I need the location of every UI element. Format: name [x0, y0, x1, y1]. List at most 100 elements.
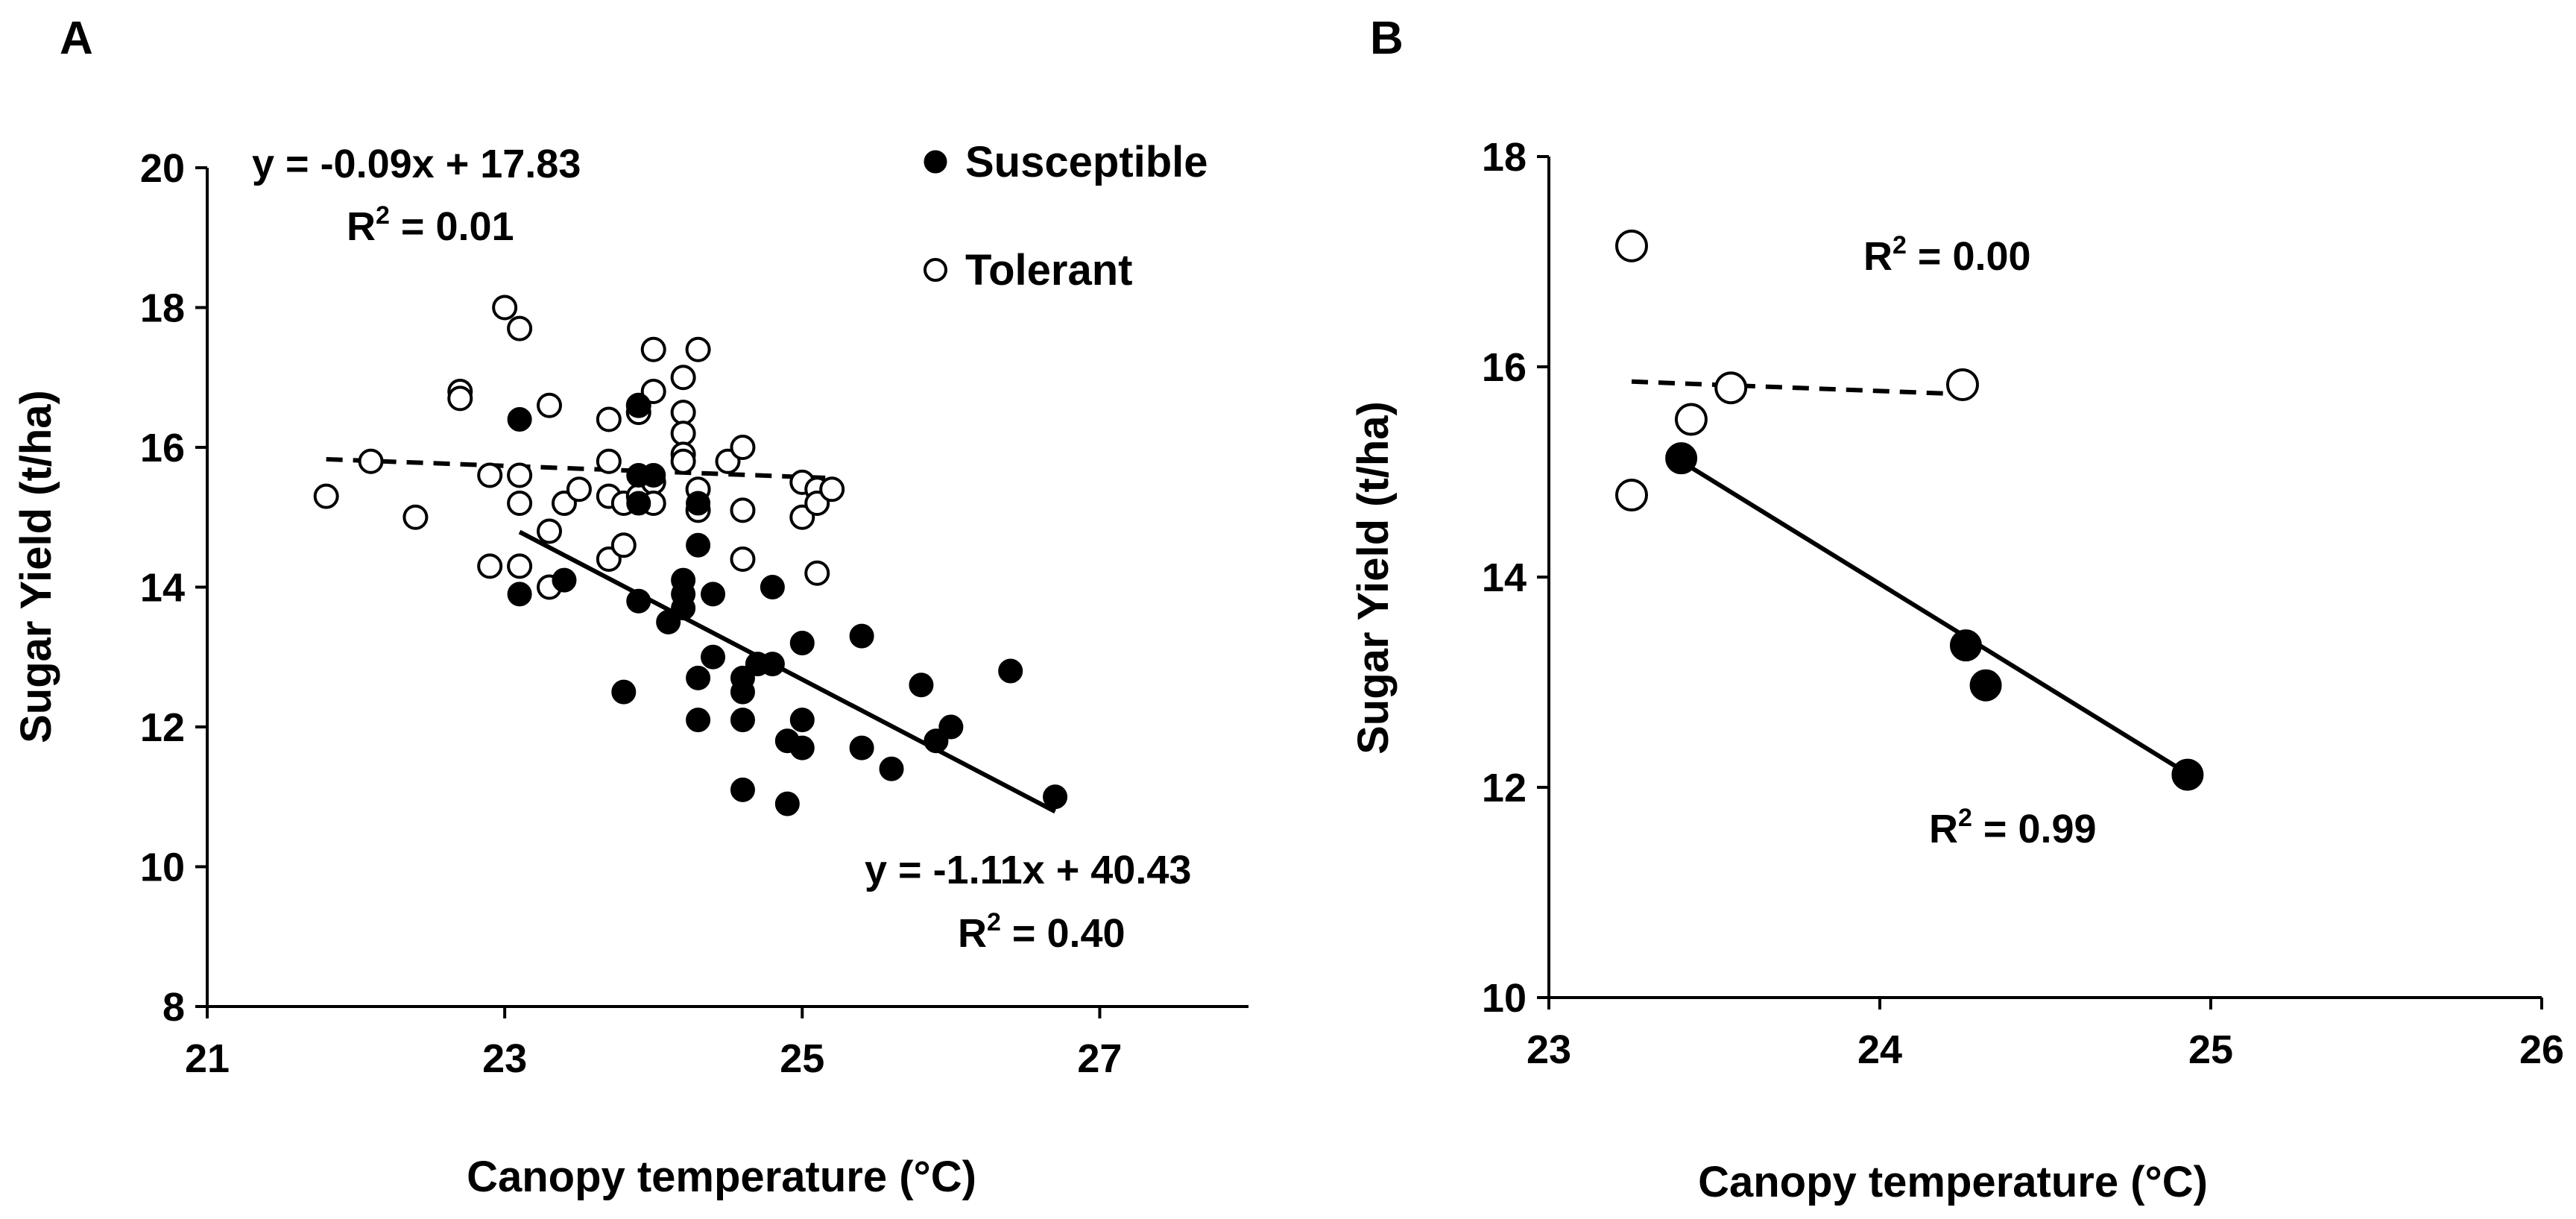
panel-b-axes — [1547, 157, 2542, 999]
panel-a-point-susceptible — [641, 463, 666, 488]
panel-b-x-tick-label: 23 — [1527, 1027, 1571, 1072]
panel-a-point-tolerant — [492, 294, 518, 321]
panel-a-y-tick-label: 12 — [140, 705, 185, 750]
panel-a-point-susceptible — [626, 588, 651, 614]
panel-a-x-tick-label: 27 — [1077, 1036, 1122, 1081]
panel-a-point-susceptible — [507, 407, 532, 432]
panel-b-x-tick-label: 24 — [1857, 1027, 1902, 1072]
panel-b-y-tick-label: 12 — [1482, 766, 1527, 810]
panel-a-point-tolerant — [566, 476, 592, 503]
panel-b-label: B — [1370, 13, 1404, 64]
panel-a-y-tick-label: 14 — [140, 566, 185, 611]
panel-a-point-tolerant — [670, 400, 696, 426]
panel-a-point-susceptible — [924, 728, 949, 754]
panel-b-point-tolerant — [1714, 371, 1748, 405]
panel-a-x-tick-label: 23 — [482, 1036, 527, 1081]
panel-a-x-tick-label: 25 — [780, 1036, 824, 1081]
panel-a-susceptible-r2: R2 = 0.40 — [958, 908, 1126, 956]
panel-a-point-susceptible — [730, 679, 755, 705]
panel-a-point-tolerant — [313, 483, 339, 509]
panel-b-trendline-susceptible — [1680, 459, 2189, 776]
panel-b-point-susceptible — [1665, 442, 1698, 475]
panel-b-y-tick-label: 18 — [1482, 135, 1527, 180]
panel-a-y-tick-label: 20 — [140, 146, 185, 191]
panel-a-point-susceptible — [671, 596, 696, 621]
panel-a-point-tolerant — [447, 385, 473, 412]
panel-a-point-tolerant — [640, 336, 666, 362]
panel-a-x-tick-label: 21 — [185, 1036, 230, 1081]
legend-label-susceptible: Susceptible — [965, 138, 1208, 186]
panel-a-point-tolerant — [670, 365, 696, 391]
panel-b-ticks: 10 12 14 16 18 23 24 25 26 — [1482, 135, 2564, 1072]
panel-a-y-tick-label: 16 — [140, 426, 185, 470]
panel-a-label: A — [60, 13, 93, 64]
panel-b-y-axis-title: Sugar Yield (t/ha) — [1349, 401, 1398, 755]
panel-b-trendline-tolerant — [1631, 379, 1963, 397]
panel-a-point-susceptible — [626, 393, 651, 418]
panel-a-point-susceptible — [730, 708, 755, 733]
panel-a-point-tolerant — [685, 336, 711, 362]
panel-b-point-tolerant — [1615, 229, 1648, 262]
panel-a-point-tolerant — [730, 435, 756, 460]
panel-a-point-susceptible — [656, 609, 681, 634]
panel-a-trendlines — [326, 456, 1056, 814]
panel-b-point-tolerant — [1674, 403, 1708, 436]
panel-b-point-tolerant — [1615, 479, 1648, 512]
panel-a-point-tolerant — [804, 560, 830, 586]
panel-a-point-susceptible — [686, 665, 711, 690]
panel-b-x-tick-label: 26 — [2519, 1027, 2564, 1072]
panel-a-legend: Susceptible Tolerant — [924, 138, 1208, 294]
panel-b-point-susceptible — [1969, 669, 2002, 702]
panel-a-y-tick-label: 8 — [162, 985, 185, 1030]
panel-b-x-axis-title: Canopy temperature (°C) — [1698, 1158, 2208, 1206]
panel-a-tolerant-r2: R2 = 0.01 — [347, 201, 514, 249]
panel-a-point-tolerant — [507, 553, 533, 579]
panel-a-point-susceptible — [730, 777, 755, 802]
panel-a-point-tolerant — [477, 462, 503, 488]
panel-a-point-susceptible — [686, 491, 711, 516]
legend-marker-susceptible — [924, 150, 947, 174]
panel-a-point-tolerant — [670, 420, 696, 447]
panel-a-point-tolerant — [730, 497, 756, 523]
legend-label-tolerant: Tolerant — [965, 246, 1133, 294]
panel-b-point-susceptible — [1949, 629, 1982, 662]
panel-a-point-susceptible — [774, 791, 800, 816]
panel-a-x-axis-title: Canopy temperature (°C) — [467, 1153, 976, 1201]
panel-a-point-susceptible — [507, 582, 532, 607]
panel-b-susceptible-r2: R2 = 0.99 — [1929, 804, 2097, 851]
panel-a-point-susceptible — [789, 631, 815, 655]
panel-a-point-susceptible — [849, 623, 874, 649]
panel-a-point-susceptible — [849, 735, 874, 760]
panel-a: A 8 10 12 14 16 18 20 21 23 25 27 Sugar Yield (t/h… — [12, 13, 1248, 1201]
panel-a-tolerant-equation: y = -0.09x + 17.83 — [252, 142, 581, 186]
panel-a-point-tolerant — [537, 392, 563, 418]
panel-a-point-susceptible — [626, 491, 651, 516]
panel-a-trendline-tolerant — [326, 456, 833, 481]
panel-a-point-tolerant — [358, 448, 384, 474]
panel-b-tolerant-r2: R2 = 0.00 — [1863, 231, 2031, 279]
panel-a-point-tolerant — [730, 546, 756, 572]
panel-a-point-susceptible — [909, 673, 934, 698]
panel-a-y-axis-title: Sugar Yield (t/ha) — [12, 390, 60, 743]
panel-a-point-susceptible — [701, 582, 726, 607]
panel-a-point-tolerant — [507, 462, 533, 488]
panel-b-point-susceptible — [2171, 758, 2204, 791]
panel-a-point-susceptible — [760, 575, 785, 599]
panel-a-point-tolerant — [640, 379, 666, 404]
panel-a-susceptible-equation: y = -1.11x + 40.43 — [865, 848, 1191, 892]
panel-a-point-tolerant — [537, 518, 563, 544]
panel-a-point-tolerant — [477, 553, 503, 579]
panel-a-point-susceptible — [789, 735, 815, 760]
panel-a-point-tolerant — [402, 504, 429, 530]
panel-b-point-tolerant — [1946, 368, 1979, 401]
panel-b-y-tick-label: 10 — [1482, 976, 1527, 1021]
panel-a-y-tick-label: 18 — [140, 286, 185, 331]
panel-b-x-tick-label: 25 — [2188, 1027, 2233, 1072]
panel-a-point-susceptible — [998, 658, 1023, 684]
panel-b-points — [1615, 229, 2204, 791]
panel-a-point-susceptible — [686, 532, 711, 558]
panel-a-ticks: 8 10 12 14 16 18 20 21 23 25 27 — [140, 146, 1123, 1081]
panel-a-trendline-susceptible — [518, 529, 1056, 814]
panel-a-y-tick-label: 10 — [140, 845, 185, 890]
panel-a-point-susceptible — [789, 708, 815, 733]
